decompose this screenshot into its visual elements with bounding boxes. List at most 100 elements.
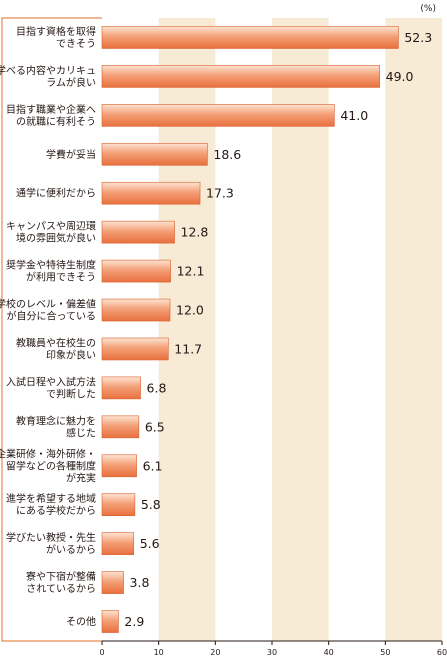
category-label: キャンパスや周辺環境の雰囲気が良い — [6, 221, 96, 245]
unit-label: (%) — [420, 4, 436, 14]
category-label-line: 進学を希望する地域 — [6, 492, 96, 505]
value-labels: 52.3 49.0 41.0 18.6 17.3 12.8 12.1 12.0 11.7 6.8 6… — [124, 30, 432, 629]
x-tick-label: 20 — [210, 648, 220, 657]
category-label-line: 教職員や在校生の — [16, 336, 96, 349]
bar — [102, 182, 201, 205]
bar — [102, 260, 171, 283]
value-label: 6.5 — [145, 419, 165, 434]
category-label: 目指す資格を取得できそう — [16, 25, 96, 50]
category-label: 学びたい教授・先生がいるから — [6, 531, 96, 556]
category-label-line: 目指す職業や企業へ — [6, 103, 96, 116]
category-label: 企業研修・海外研修・留学などの各種制度が充実 — [0, 447, 96, 484]
bar — [102, 415, 139, 438]
category-label-line: できそう — [56, 38, 96, 50]
bar-outline — [101, 337, 169, 361]
bar-outline — [101, 65, 380, 88]
bar-outline — [101, 376, 141, 400]
bar — [102, 493, 135, 516]
category-label: 目指す職業や企業への就職に有利そう — [6, 103, 96, 128]
category-label-line: 寮や下宿が整備 — [26, 570, 96, 583]
category-label-line: ラムが良い — [46, 76, 96, 89]
value-label: 49.0 — [386, 69, 414, 84]
bar — [102, 26, 399, 49]
category-label: その他 — [66, 615, 96, 628]
bars — [101, 26, 399, 633]
category-label-line: 奨学金や特待生制度 — [6, 259, 96, 272]
x-axis: 0 10 20 30 40 50 60 — [99, 640, 447, 657]
category-label: 学べる内容やカリキュラムが良い — [0, 64, 96, 89]
category-label: 学費が妥当 — [46, 148, 96, 161]
bar — [102, 376, 141, 399]
label-panel-frame — [1, 17, 102, 642]
category-label-line: 目指す資格を取得 — [16, 25, 96, 38]
value-label: 11.7 — [174, 341, 202, 356]
category-label-line: 教育理念に魅力を — [16, 414, 96, 427]
value-label: 12.8 — [181, 225, 209, 240]
value-label: 6.1 — [143, 458, 163, 473]
category-label-line: が自分に合っている — [7, 310, 97, 323]
bar-outline — [101, 532, 135, 555]
category-label: 入試日程や入試方法で判断した — [6, 375, 96, 400]
bar-outline — [101, 104, 335, 127]
value-label: 17.3 — [206, 186, 234, 201]
bar — [102, 299, 170, 322]
bar-outline — [101, 415, 140, 439]
category-label: 教育理念に魅力を感じた — [16, 414, 96, 439]
bar-outline — [101, 610, 119, 633]
category-label-line: 入試日程や入試方法 — [6, 375, 96, 388]
bar-outline — [101, 571, 124, 594]
category-label-line: 留学などの各種制度 — [6, 459, 96, 472]
bar-outline — [101, 454, 137, 478]
bar — [102, 571, 124, 594]
value-label: 5.8 — [141, 497, 161, 512]
category-label: 学校のレベル・偏差値が自分に合っている — [0, 298, 96, 323]
category-label-line: 印象が良い — [46, 348, 96, 361]
category-label-line: 学校のレベル・偏差値 — [0, 298, 96, 311]
bar-outline — [101, 298, 171, 322]
value-label: 5.6 — [140, 536, 160, 551]
bar — [102, 454, 137, 477]
bar-outline — [101, 181, 201, 205]
category-label: 通学に便利だから — [16, 187, 96, 200]
value-label: 52.3 — [404, 30, 432, 45]
bar-outline — [101, 220, 175, 244]
x-tick-label: 0 — [99, 648, 104, 657]
grid-band — [385, 18, 442, 641]
bar — [102, 104, 335, 127]
category-label-line: が充実 — [66, 471, 96, 484]
value-label: 41.0 — [340, 108, 368, 123]
category-labels: 目指す資格を取得できそう学べる内容やカリキュラムが良い目指す職業や企業への就職に… — [0, 25, 96, 628]
category-label: 奨学金や特待生制度が利用できそう — [6, 259, 96, 284]
bar-outline — [101, 493, 136, 517]
category-label-line: 境の雰囲気が良い — [16, 232, 96, 245]
value-label: 6.8 — [147, 380, 167, 395]
bar — [102, 337, 169, 360]
category-label-line: 感じた — [66, 426, 96, 439]
category-label-line: で判断した — [46, 387, 96, 400]
category-label-line: の就職に有利そう — [16, 115, 96, 128]
category-label-line: キャンパスや周辺環 — [6, 221, 96, 233]
category-label-line: がいるから — [46, 543, 96, 556]
x-tick-label: 30 — [267, 648, 277, 657]
value-label: 2.9 — [124, 614, 144, 629]
value-label: 3.8 — [130, 575, 150, 590]
x-tick-label: 60 — [437, 648, 447, 657]
category-label-line: その他 — [66, 615, 96, 628]
category-label: 教職員や在校生の印象が良い — [16, 336, 96, 361]
bar — [102, 221, 175, 244]
value-label: 12.0 — [176, 303, 204, 318]
bar-outline — [101, 259, 171, 283]
bar — [102, 532, 134, 555]
category-label-line: 学べる内容やカリキュ — [0, 64, 96, 77]
category-label-line: が利用できそう — [26, 271, 96, 284]
bar-outline — [101, 26, 399, 49]
x-tick-label: 50 — [380, 648, 390, 657]
category-label: 進学を希望する地域にある学校だから — [6, 492, 96, 517]
value-label: 18.6 — [213, 147, 241, 162]
category-label-line: 企業研修・海外研修・ — [0, 447, 96, 460]
category-label: 寮や下宿が整備されているから — [26, 570, 96, 595]
bar — [102, 65, 380, 88]
x-tick-label: 40 — [324, 648, 334, 657]
category-label-line: 通学に便利だから — [16, 187, 96, 200]
